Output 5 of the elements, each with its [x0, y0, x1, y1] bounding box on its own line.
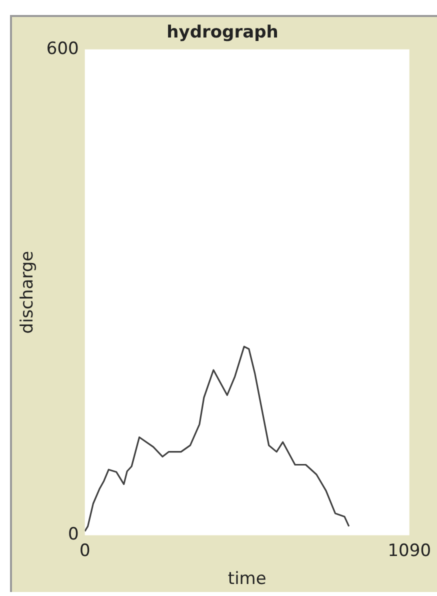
- y-tick-label: 600: [46, 38, 79, 59]
- x-axis-title: time: [228, 569, 266, 590]
- y-axis-title: discharge: [18, 250, 38, 334]
- x-tick-label: 1090: [388, 540, 431, 561]
- chart-title: hydrograph: [166, 22, 278, 43]
